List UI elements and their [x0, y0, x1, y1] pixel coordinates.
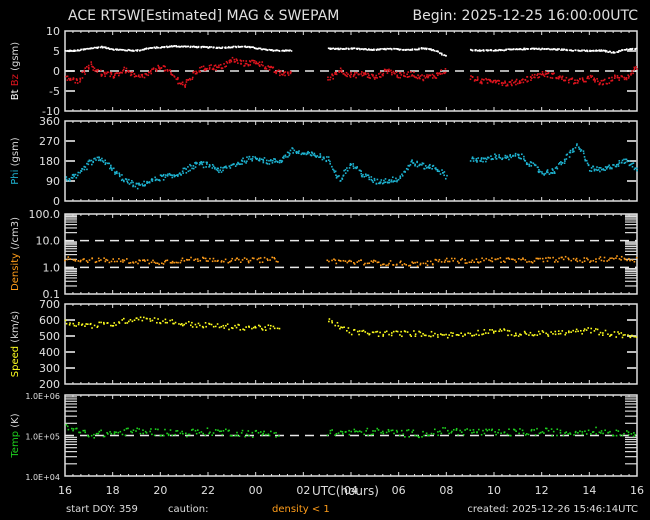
y-axis-label: Bt Bz (gsm) — [10, 42, 21, 100]
panel-4: 700 600 500 400 300 200 Speed (km/s) — [10, 298, 638, 391]
density-caution-label: density < 1 — [272, 504, 330, 515]
y-tick-label: 200 — [39, 378, 60, 391]
y-tick-label: 270 — [39, 135, 60, 148]
series-bt — [64, 45, 638, 57]
x-tick-label: 00 — [249, 484, 263, 497]
x-tick-label: 04 — [344, 484, 358, 497]
start-doy-label: start DOY: 359 — [66, 504, 138, 515]
series-density — [64, 255, 638, 268]
y-tick-label: 0 — [53, 195, 60, 208]
series-phi — [65, 143, 638, 190]
panel-1: 10 5 0 -5 -10 Bt Bz (gsm) — [10, 25, 638, 118]
x-tick-label: 02 — [296, 484, 310, 497]
y-axis-label: Phi (gsm) — [10, 137, 21, 185]
y-tick-label: -5 — [49, 85, 60, 98]
begin-timestamp: Begin: 2025-12-25 16:00:00UTC — [412, 8, 638, 24]
y-tick-label: 300 — [39, 362, 60, 375]
y-tick-label: 0.1 — [43, 288, 61, 301]
chart-title: ACE RTSW[Estimated] MAG & SWEPAM — [68, 8, 340, 24]
y-tick-label: 90 — [46, 175, 60, 188]
x-tick-label: 20 — [153, 484, 167, 497]
y-tick-label: 360 — [39, 115, 60, 128]
y-axis-label: Density (/cm3) — [10, 217, 21, 291]
y-tick-label: -10 — [42, 105, 60, 118]
y-tick-label: 1.0 — [43, 261, 61, 274]
x-tick-label: 16 — [630, 484, 644, 497]
x-tick-label: 16 — [58, 484, 72, 497]
panel-5: 1.0E+06 1.0E+05 1.0E+04 Temp (K) — [10, 392, 638, 482]
series-speed — [64, 316, 638, 339]
y-tick-label: 100.0 — [29, 208, 61, 221]
y-tick-label: 700 — [39, 298, 60, 311]
panel-3: 100.0 10.0 1.0 0.1 Density (/cm3) — [10, 208, 638, 301]
x-tick-label: 06 — [392, 484, 406, 497]
y-tick-label: 600 — [39, 314, 60, 327]
x-axis-title: UTC(hours) — [312, 484, 379, 498]
y-axis-label: Speed (km/s) — [10, 311, 21, 378]
y-tick-label: 400 — [39, 346, 60, 359]
y-axis-label: Temp (K) — [10, 413, 21, 458]
y-tick-label: 0 — [53, 65, 60, 78]
x-tick-label: 10 — [487, 484, 501, 497]
series-bz — [65, 56, 638, 88]
x-tick-label: 08 — [439, 484, 453, 497]
series-temp — [65, 423, 636, 439]
created-timestamp: created: 2025-12-26 15:46:14UTC — [467, 504, 638, 515]
y-tick-label: 180 — [39, 155, 60, 168]
x-tick-label: 18 — [106, 484, 120, 497]
x-tick-label: 14 — [582, 484, 596, 497]
caution-label: caution: — [168, 504, 209, 515]
panel-2: 360 270 180 90 0 Phi (gsm) — [10, 115, 638, 208]
y-tick-label: 5 — [53, 45, 60, 58]
x-tick-label: 22 — [201, 484, 215, 497]
y-tick-label: 1.0E+05 — [25, 433, 60, 442]
y-tick-label: 10 — [46, 25, 60, 38]
y-tick-label: 10.0 — [36, 235, 61, 248]
y-tick-label: 1.0E+04 — [25, 473, 60, 482]
y-tick-label: 500 — [39, 330, 60, 343]
x-tick-label: 12 — [535, 484, 549, 497]
y-tick-label: 1.0E+06 — [25, 392, 60, 401]
